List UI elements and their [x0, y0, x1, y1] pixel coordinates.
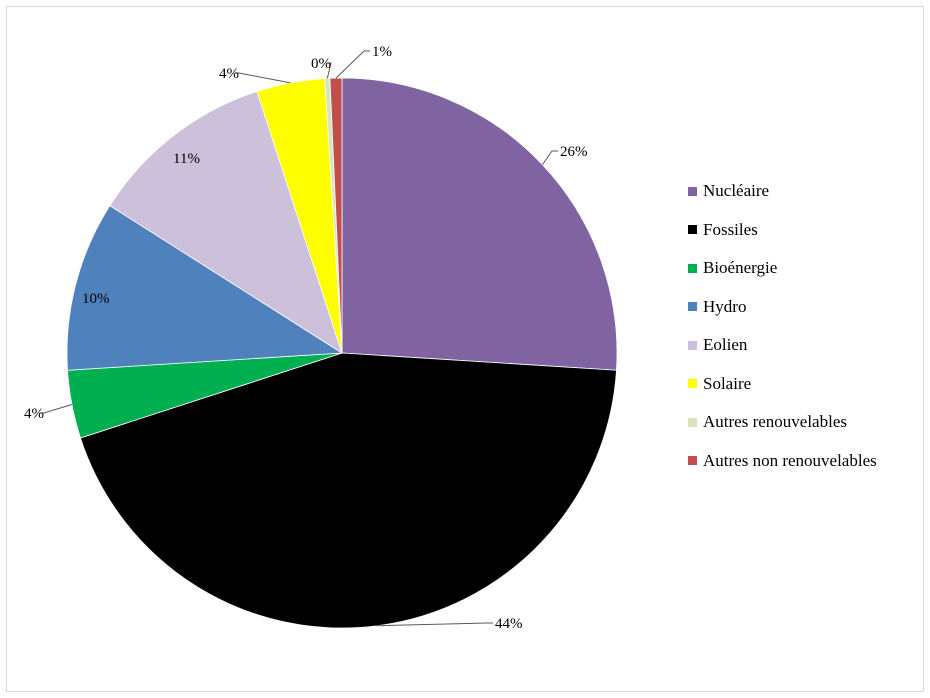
pie-slice-fossiles — [79, 352, 617, 629]
legend-label: Eolien — [703, 335, 748, 355]
leader-line-solaire — [235, 72, 291, 84]
legend-swatch — [688, 225, 697, 235]
leader-line-nucleaire — [542, 150, 558, 165]
leader-line-fossiles — [376, 622, 493, 627]
data-label-hydro: 10% — [82, 291, 110, 307]
legend-label: Fossiles — [703, 219, 758, 239]
legend-item-solaire: Solaire — [688, 365, 877, 404]
pie-slice-autres-non-renouvelables — [329, 77, 343, 354]
legend-label: Hydro — [703, 296, 747, 316]
legend-swatch — [688, 340, 697, 350]
legend-item-hydro: Hydro — [688, 288, 877, 327]
leader-line-autres-non-renouvelables — [335, 50, 370, 79]
pie-slices — [66, 77, 618, 629]
data-labels: 26% 44% 4% 10% 11% 4% 0% 1% — [24, 44, 588, 632]
legend-item-eolien: Eolien — [688, 326, 877, 365]
legend-label: Autres non renouvelables — [703, 450, 877, 470]
legend-item-fossiles: Fossiles — [688, 211, 877, 250]
pie-slice-eolien — [109, 90, 343, 354]
data-label-eolien: 11% — [173, 151, 200, 167]
legend-swatch — [688, 379, 697, 389]
legend-item-bioenergie: Bioénergie — [688, 249, 877, 288]
legend: Nucléaire Fossiles Bioénergie Hydro Eolien So… — [688, 172, 877, 480]
data-label-bioenergie: 4% — [24, 406, 44, 422]
data-label-solaire: 4% — [219, 66, 239, 82]
pie-slice-nucleaire — [341, 77, 618, 371]
legend-label: Bioénergie — [703, 258, 778, 278]
legend-swatch — [688, 417, 697, 427]
legend-label: Solaire — [703, 373, 752, 393]
legend-item-nucleaire: Nucléaire — [688, 172, 877, 211]
legend-item-autres-renouvelables: Autres renouvelables — [688, 403, 877, 442]
data-label-autres-renouvelables: 0% — [311, 56, 331, 72]
pie-slice-hydro — [66, 205, 344, 371]
legend-swatch — [688, 263, 697, 273]
leader-line-bioenergie — [40, 404, 73, 414]
leader-lines — [40, 50, 558, 627]
legend-label: Nucléaire — [703, 181, 770, 201]
data-label-fossiles: 44% — [495, 616, 523, 632]
legend-swatch — [688, 456, 697, 466]
leader-line-autres-renouvelables — [326, 62, 332, 79]
data-label-nucleaire: 26% — [560, 144, 588, 160]
legend-item-autres-non-renouvelables: Autres non renouvelables — [688, 442, 877, 481]
legend-label: Autres renouvelables — [703, 412, 847, 432]
legend-swatch — [688, 186, 697, 196]
legend-swatch — [688, 302, 697, 312]
data-label-autres-non-renouvelables: 1% — [372, 44, 392, 60]
